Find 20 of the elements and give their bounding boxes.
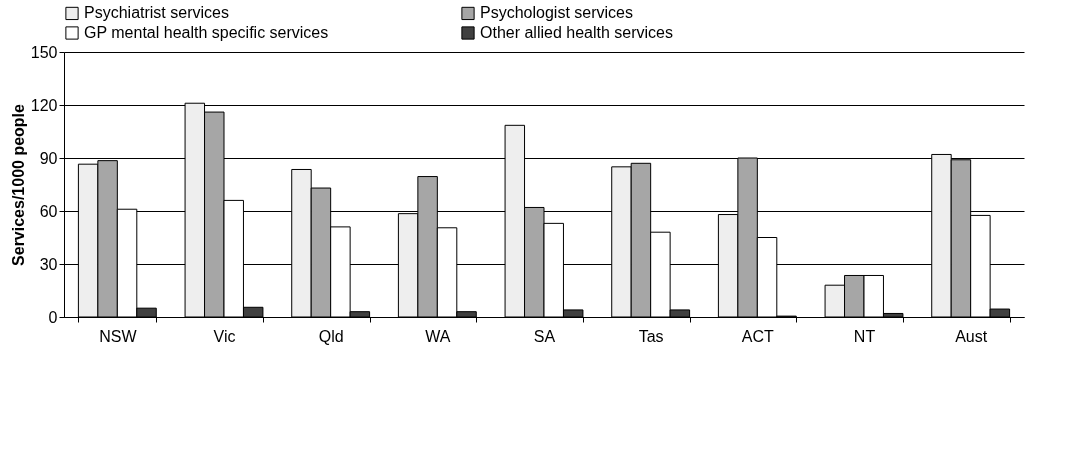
y-tick-label: 0 (48, 308, 58, 326)
y-tick-label: 30 (39, 255, 58, 273)
y-tick-label: 120 (30, 96, 58, 114)
y-axis-title: Services/1000 people (9, 103, 27, 266)
x-tick-label: WA (425, 327, 451, 345)
x-tick-label: Vic (213, 327, 236, 345)
x-tick-label: Tas (638, 327, 664, 345)
x-tick-label: NT (853, 327, 876, 345)
x-tick-label: Qld (318, 327, 344, 345)
y-tick-label: 150 (30, 43, 58, 61)
x-tick-label: ACT (741, 327, 775, 345)
x-tick-label: SA (533, 327, 556, 345)
x-tick-label: Aust (955, 327, 988, 345)
x-tick-label: NSW (99, 327, 138, 345)
legend-label: Psychologist services (480, 4, 633, 22)
legend-label: Psychiatrist services (84, 4, 229, 22)
y-tick-label: 60 (39, 202, 58, 220)
legend-label: Other allied health services (480, 24, 673, 41)
legend-label: GP mental health specific services (84, 24, 329, 41)
y-tick-label: 90 (39, 149, 58, 167)
